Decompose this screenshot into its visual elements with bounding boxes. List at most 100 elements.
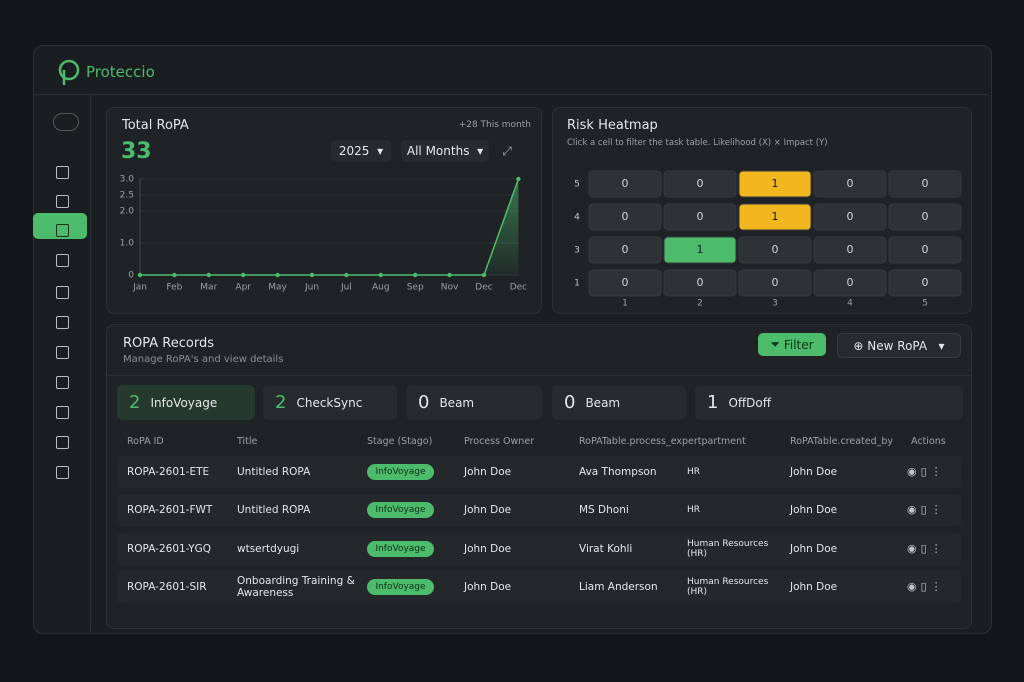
point — [309, 272, 315, 278]
nav-active[interactable] — [33, 213, 87, 239]
y-label: 5 — [574, 180, 580, 190]
cell: Virat Kohli — [579, 542, 633, 555]
table-row[interactable] — [117, 571, 961, 603]
cell-value: 0 — [697, 210, 704, 223]
heat-cell[interactable] — [813, 269, 887, 297]
cell: ROPA-2601-YGQ — [127, 542, 212, 555]
stage-badge: InfoVoyage — [367, 579, 434, 595]
card-title: ROPA Records — [123, 336, 214, 351]
heat-cell[interactable] — [738, 203, 812, 231]
row-actions[interactable]: ◉▯⋮ — [907, 465, 946, 478]
nav-icon[interactable] — [56, 436, 69, 449]
cell-value: 0 — [922, 243, 929, 256]
cell-value: 0 — [622, 276, 629, 289]
heat-cell[interactable] — [813, 203, 887, 231]
nav-icon[interactable] — [56, 224, 69, 237]
heat-cell[interactable] — [588, 236, 662, 264]
divider — [107, 375, 971, 376]
cell-value: 0 — [697, 276, 704, 289]
heat-cell[interactable] — [588, 203, 662, 231]
stage-tab[interactable]: 0 Beam — [552, 385, 686, 420]
stage-tab[interactable]: 0 Beam — [406, 385, 542, 420]
sidebar — [33, 110, 90, 490]
nav-icon[interactable] — [56, 254, 69, 267]
row-actions[interactable]: ◉▯⋮ — [907, 503, 946, 516]
nav-icon[interactable] — [56, 466, 69, 479]
x-label: 5 — [922, 299, 928, 309]
x-label: 3 — [772, 299, 778, 309]
cell-value: 0 — [847, 276, 854, 289]
heat-cell[interactable] — [663, 236, 737, 264]
stage-tab[interactable]: 2 CheckSync — [263, 385, 397, 420]
tab-label: InfoVoyage — [150, 395, 218, 410]
x-tick-label: Jan — [132, 283, 147, 293]
filter-button[interactable]: ⏷ Filter — [758, 333, 826, 356]
table-row[interactable] — [117, 533, 961, 565]
cell: John Doe — [464, 465, 512, 478]
nav-icon[interactable] — [56, 346, 69, 359]
cell: wtsertdyugi — [237, 542, 300, 555]
heat-cell[interactable] — [738, 269, 812, 297]
heat-cell[interactable] — [888, 236, 962, 264]
card-title: Risk Heatmap — [567, 118, 658, 133]
heat-cell[interactable] — [738, 170, 812, 198]
x-label: 1 — [622, 299, 628, 309]
heat-cell[interactable] — [588, 170, 662, 198]
y-label: 4 — [574, 213, 580, 223]
delta: +28 This month — [458, 120, 531, 130]
year-select[interactable]: 2025 ▾ — [331, 140, 391, 162]
stage-badge: InfoVoyage — [367, 464, 434, 480]
row-actions[interactable]: ◉▯⋮ — [907, 580, 946, 593]
x-tick-label: Sep — [407, 283, 424, 293]
table-row[interactable] — [117, 456, 961, 488]
point — [137, 272, 143, 278]
line — [140, 178, 520, 276]
nav-icon[interactable] — [56, 316, 69, 329]
cell: Liam Anderson — [579, 580, 658, 593]
tab-label: Beam — [439, 395, 475, 410]
heat-cell[interactable] — [663, 269, 737, 297]
table-row[interactable] — [117, 494, 961, 526]
column-header: Stage (Stago) — [367, 436, 433, 447]
total-ropa-card: Total RoPA 33 +28 This month 2025 ▾ All … — [106, 107, 542, 314]
x-tick-label: Dec — [475, 283, 492, 293]
x-tick-label: Apr — [235, 283, 251, 293]
collapse-toggle[interactable] — [53, 113, 79, 131]
heat-cell[interactable] — [663, 170, 737, 198]
heat-cell[interactable] — [813, 170, 887, 198]
sidebar-divider — [90, 95, 91, 631]
expand-button[interactable]: ⤢ — [502, 143, 512, 158]
cell: Ava Thompson — [579, 465, 657, 478]
month-select[interactable]: All Months ▾ — [401, 140, 489, 162]
stage-badge: InfoVoyage — [367, 541, 434, 557]
nav-icon[interactable] — [56, 166, 69, 179]
point — [241, 272, 246, 278]
stage-tab[interactable]: 2 InfoVoyage — [117, 385, 255, 420]
nav-icon[interactable] — [56, 195, 69, 208]
row-actions[interactable]: ◉▯⋮ — [907, 542, 946, 555]
nav-icon[interactable] — [56, 406, 69, 419]
tab-count: 1 — [707, 392, 719, 413]
heat-cell[interactable] — [588, 269, 662, 297]
cell: John Doe — [790, 542, 838, 555]
y-tick-label: 1.0 — [120, 239, 135, 249]
heat-cell[interactable] — [888, 203, 962, 231]
heat-cell[interactable] — [663, 203, 737, 231]
heat-cell[interactable] — [738, 236, 812, 264]
nav-icon[interactable] — [56, 376, 69, 389]
cell: ROPA-2601-SIR — [127, 580, 207, 593]
cell: ROPA-2601-ETE — [127, 465, 210, 478]
heat-cell[interactable] — [888, 269, 962, 297]
new-ropa-button[interactable]: ⊕ New RoPA ▾ — [837, 333, 961, 358]
heat-cell[interactable] — [888, 170, 962, 198]
x-tick-label: Jul — [340, 283, 352, 293]
x-label: 4 — [847, 299, 853, 309]
nav-icon[interactable] — [56, 286, 69, 299]
cell: HR — [687, 504, 701, 515]
stage-tab[interactable]: 1 OffDoff — [695, 385, 963, 420]
new-ropa-label: New RoPA — [867, 338, 928, 353]
cell: John Doe — [790, 465, 838, 478]
tab-count: 0 — [564, 392, 576, 413]
y-tick-label: 2.0 — [120, 207, 135, 217]
heat-cell[interactable] — [813, 236, 887, 264]
